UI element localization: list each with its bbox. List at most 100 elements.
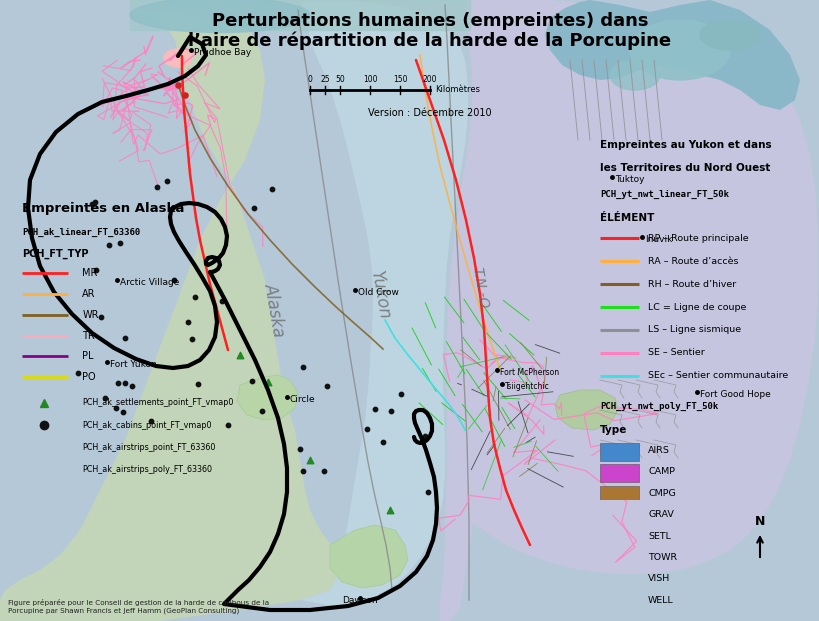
Text: Arctic Village: Arctic Village	[120, 278, 179, 287]
Ellipse shape	[130, 0, 310, 32]
Point	[151, 183, 164, 193]
Point	[215, 296, 229, 306]
Text: LS – Ligne sismique: LS – Ligne sismique	[647, 325, 740, 335]
Bar	[600, 465, 638, 482]
Text: 0: 0	[307, 75, 312, 84]
Text: PO: PO	[82, 372, 96, 382]
Point	[119, 378, 132, 388]
Text: Empreintes en Alaska: Empreintes en Alaska	[22, 202, 184, 215]
Text: Inuvik: Inuvik	[645, 235, 672, 244]
Text: Kilomètres: Kilomètres	[434, 86, 479, 94]
Text: Version : Décembre 2010: Version : Décembre 2010	[368, 108, 491, 118]
Text: RH – Route d’hiver: RH – Route d’hiver	[647, 279, 735, 289]
Text: PCH_FT_TYP: PCH_FT_TYP	[22, 248, 88, 259]
Bar	[600, 593, 638, 611]
Text: WR: WR	[82, 310, 99, 320]
Text: 25: 25	[319, 75, 329, 84]
Point	[360, 424, 373, 434]
Text: SEc – Sentier communautaire: SEc – Sentier communautaire	[647, 371, 787, 380]
Point	[85, 199, 98, 209]
Polygon shape	[237, 375, 297, 420]
Point	[384, 406, 397, 416]
Text: Prudhoe Bay: Prudhoe Bay	[194, 48, 251, 57]
Polygon shape	[0, 10, 340, 621]
Text: Yukon: Yukon	[366, 269, 392, 321]
Point	[318, 466, 331, 476]
Point	[222, 420, 235, 430]
Text: Type: Type	[600, 425, 627, 435]
Text: ÉLÉMENT: ÉLÉMENT	[600, 213, 654, 223]
Text: 150: 150	[392, 75, 407, 84]
Point	[293, 445, 306, 455]
Point	[261, 377, 274, 387]
Point	[394, 389, 407, 399]
Point	[192, 379, 205, 389]
Text: SETL: SETL	[647, 532, 670, 541]
Text: PCH_yt_nwt_poly_FT_50k: PCH_yt_nwt_poly_FT_50k	[600, 402, 717, 412]
Text: Tuktoy: Tuktoy	[614, 175, 644, 184]
Point	[95, 312, 108, 322]
Point	[167, 274, 180, 284]
Polygon shape	[300, 0, 468, 607]
Text: AIRS: AIRS	[647, 446, 669, 455]
Text: les Territoires du Nord Ouest: les Territoires du Nord Ouest	[600, 163, 770, 173]
Text: CMPG: CMPG	[647, 489, 675, 498]
Bar	[600, 571, 638, 589]
Polygon shape	[329, 525, 408, 588]
Bar	[600, 550, 638, 568]
Ellipse shape	[609, 60, 659, 90]
Point	[247, 203, 260, 213]
Point	[114, 238, 127, 248]
Polygon shape	[554, 390, 618, 430]
Text: Dawson: Dawson	[342, 596, 378, 605]
Point	[99, 392, 112, 402]
Text: Tsiigehtchic: Tsiigehtchic	[505, 382, 549, 391]
Text: GRAV: GRAV	[647, 510, 673, 519]
Point	[233, 350, 247, 360]
Point	[296, 362, 310, 372]
Text: PCH_ak_linear_FT_63360: PCH_ak_linear_FT_63360	[22, 227, 140, 237]
Text: Figure préparée pour le Conseil de gestion de la harde de caribous de la
Porcupi: Figure préparée pour le Conseil de gesti…	[8, 599, 269, 614]
Text: Alaska: Alaska	[261, 281, 288, 338]
Text: LC = Ligne de coupe: LC = Ligne de coupe	[647, 302, 745, 312]
Text: Fort McPherson: Fort McPherson	[500, 368, 559, 377]
Text: SE – Sentier: SE – Sentier	[647, 348, 704, 357]
Ellipse shape	[164, 49, 192, 67]
Text: AR: AR	[82, 289, 96, 299]
Text: PCH_ak_airstrips_point_FT_63360: PCH_ak_airstrips_point_FT_63360	[82, 443, 215, 451]
Text: WELL: WELL	[647, 596, 673, 605]
Point	[303, 455, 316, 465]
Text: T.N.-O.: T.N.-O.	[468, 266, 491, 314]
Point	[90, 265, 103, 275]
Bar	[600, 528, 638, 546]
Point	[88, 197, 102, 207]
Text: PCH_ak_airstrips_poly_FT_63360: PCH_ak_airstrips_poly_FT_63360	[82, 465, 212, 474]
Point	[102, 240, 115, 250]
Text: PL: PL	[82, 351, 94, 361]
Point	[119, 333, 132, 343]
Text: TR: TR	[82, 330, 95, 340]
Text: Circle: Circle	[290, 395, 315, 404]
Ellipse shape	[629, 20, 729, 80]
Point	[265, 184, 278, 194]
Text: RP – Route principale: RP – Route principale	[647, 233, 748, 243]
Point	[368, 404, 381, 414]
Ellipse shape	[699, 20, 759, 50]
Bar	[22, 463, 66, 478]
Point	[188, 292, 201, 302]
Point	[144, 416, 157, 426]
Text: Fort Good Hope: Fort Good Hope	[699, 390, 770, 399]
Point	[296, 466, 309, 476]
Bar	[600, 486, 638, 504]
Point	[71, 368, 84, 378]
Polygon shape	[440, 0, 817, 621]
Point	[171, 80, 184, 90]
Point	[111, 378, 124, 388]
Text: MR: MR	[82, 268, 97, 278]
Point	[245, 376, 258, 386]
Text: PCH_ak_cabins_point_FT_vmap0: PCH_ak_cabins_point_FT_vmap0	[82, 420, 211, 430]
Text: N: N	[754, 515, 764, 528]
Point	[256, 406, 269, 415]
Bar	[600, 443, 638, 461]
Text: 50: 50	[335, 75, 345, 84]
